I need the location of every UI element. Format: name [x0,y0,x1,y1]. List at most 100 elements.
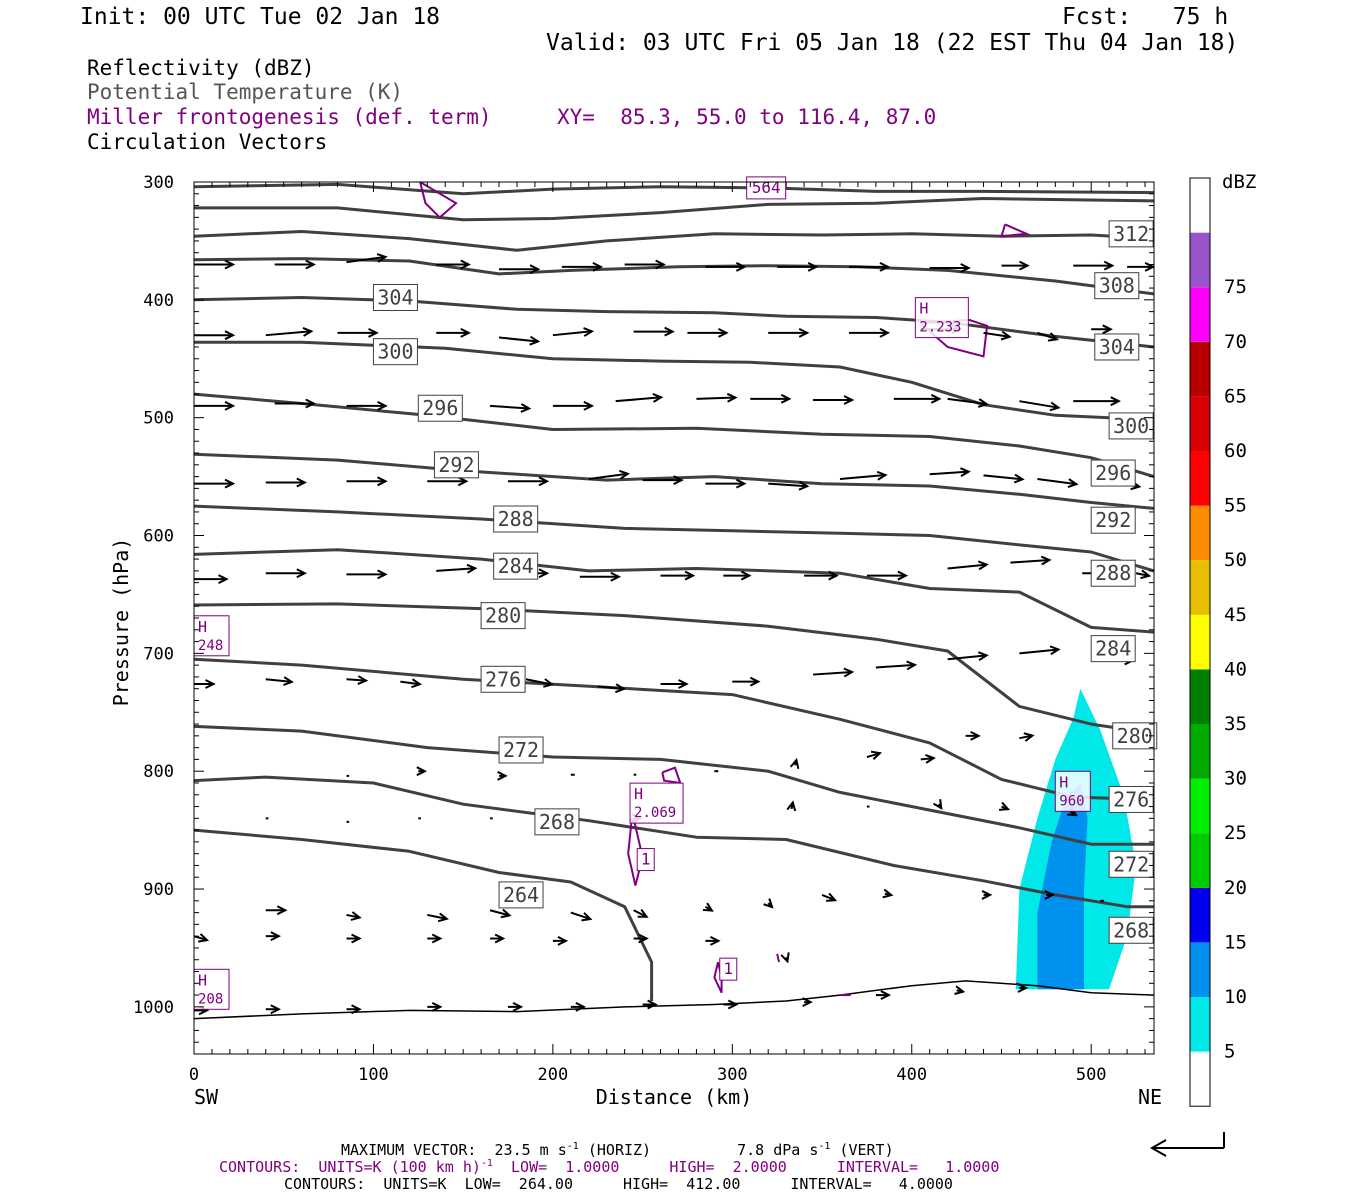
colorbar-tick-label: 10 [1224,986,1247,1008]
maximum-marker: H 960 [1054,770,1091,812]
colorbar-tick-label: 20 [1224,877,1247,899]
vector-head [460,327,471,338]
vector-head [828,570,839,581]
circulation-vector [763,898,774,909]
vector-shaft [929,470,969,476]
circulation-vector [642,475,684,486]
label-box [1090,559,1136,587]
colorbar-swatch [1190,232,1210,288]
vector-shaft [436,567,476,572]
vector-shaft [346,678,367,682]
circulation-vector [954,985,966,995]
circulation-vector [1044,890,1056,900]
vector-head [954,985,966,995]
colorbar-tick-label: 45 [1224,604,1247,626]
colorbar-tick-label: 55 [1224,495,1247,517]
label-box [372,283,418,311]
label-text: 268 [1113,918,1149,942]
vector-head [460,259,471,270]
vector-shaft [983,331,1010,338]
vector-head [977,560,989,571]
circulation-vector [1073,260,1115,271]
vector-head [843,667,855,678]
circulation-vector [498,335,541,346]
colorbar-swatch [1190,887,1210,943]
vector-head [843,395,855,405]
vector-head [702,902,714,912]
label-text: 296 [422,396,458,420]
vector-head [1019,260,1030,271]
frontogenesis-contour [627,818,644,886]
colorbar-swatch [1190,942,1210,997]
vector-shaft [1019,400,1059,409]
circulation-vector [866,570,909,581]
colorbar-swatch [1190,396,1210,451]
terrain-layer [194,980,1154,1020]
theta-contour-308 [194,257,1154,296]
label-text: 304 [1099,335,1135,359]
vector-head [377,476,388,487]
circulation-vector [508,1001,524,1012]
circulation-vector [983,330,1012,341]
maximum-letter: H [919,300,928,318]
vector-head [960,467,971,478]
label-text: 284 [1095,637,1131,661]
vector-shaft [194,935,208,942]
vector-shaft [839,474,886,480]
x-tick-label: 500 [1076,1065,1107,1085]
vector-head [735,478,747,489]
vector-head [224,478,236,489]
fronto-contour-label: 564 [746,176,787,200]
colorbar-tick-label: 75 [1224,276,1247,298]
vector-head [218,574,229,585]
vector-head [880,990,892,1000]
maximum-value: 248 [198,638,223,654]
vector-shaft [947,397,987,406]
theta-label-296: 296 [417,394,463,422]
label-box [1108,220,1154,248]
theta-contour-264 [194,828,654,1001]
maximum-letter: H [198,618,207,636]
label-box [498,736,544,764]
maximum-letter: H [198,971,207,989]
theta-contour-272 [194,724,1154,846]
label-text: 268 [539,810,575,834]
vector-head [981,890,993,900]
label-text: 264 [503,883,539,907]
vector-head [652,393,664,403]
vector-head [789,757,800,770]
colorbar-swatch [1190,614,1210,670]
vector-shaft [1019,648,1059,655]
circulation-vector [1127,261,1154,272]
vector-head [637,908,649,918]
fronto-contour-note: CONTOURS: UNITS=K (100 km h)-1 LOW= 1.00… [219,1158,1000,1176]
vector-shaft [427,913,447,920]
vector-head [1140,569,1152,580]
vector-head [870,750,883,761]
vector-shaft [597,685,624,690]
vector-head [224,330,236,341]
label-box [1054,770,1091,812]
circulation-vector [920,753,936,764]
circulation-vector [346,1004,362,1015]
frontogenesis-contour [776,953,780,963]
circulation-vector [768,480,810,491]
circulation-vector [588,469,630,480]
x-tick-label: 100 [358,1065,389,1085]
vector-head [276,905,288,916]
circulation-vector [1073,396,1121,407]
vector-head [302,327,314,337]
vector-head [906,660,918,671]
x-tick-label: 300 [717,1065,748,1085]
circulation-vector [1010,555,1052,566]
theta-edge-label-296: 296 [1090,459,1136,487]
colorbar-swatch [1190,833,1210,888]
vector-shaft [346,255,386,264]
theta-edge-label-272: 272 [1108,850,1154,878]
circulation-vector [642,999,658,1010]
vector-head [377,400,388,411]
circulation-vector [777,261,819,272]
circulation-vector [633,933,649,944]
vector-layer [194,253,1154,1016]
